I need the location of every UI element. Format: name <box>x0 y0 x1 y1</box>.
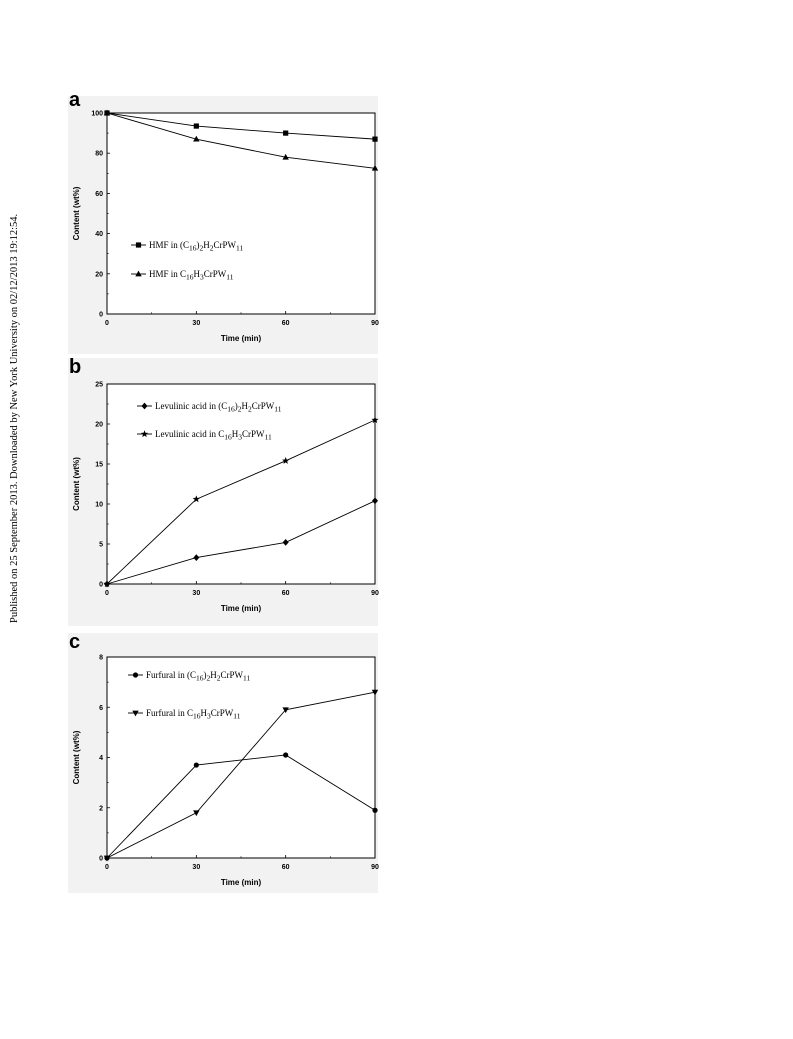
y-axis-label: Content (wt%) <box>72 730 81 784</box>
y-axis-label: Content (wt%) <box>72 186 81 240</box>
plot-area-c <box>106 656 376 859</box>
data-point-s1-90 <box>372 497 378 505</box>
plot-area-a <box>106 112 376 315</box>
x-tick-label-90: 90 <box>371 590 379 597</box>
y-tick-label-25: 25 <box>95 382 103 389</box>
y-tick-label-0: 0 <box>99 582 103 589</box>
x-tick-label-30: 30 <box>192 590 200 597</box>
data-point-s1-30 <box>193 554 200 561</box>
y-tick-label-4: 4 <box>99 755 103 762</box>
x-tick-label-90: 90 <box>371 320 379 327</box>
y-tick-label-80: 80 <box>95 151 103 158</box>
x-tick-label-60: 60 <box>282 590 290 597</box>
x-axis-label: Time (min) <box>221 604 262 613</box>
x-tick-label-0: 0 <box>105 590 109 597</box>
y-tick-label-60: 60 <box>95 191 103 198</box>
data-point-s2-90 <box>371 416 379 424</box>
data-point-s2-60 <box>282 707 289 714</box>
y-tick-label-8: 8 <box>99 655 103 662</box>
x-tick-label-60: 60 <box>282 864 290 871</box>
x-tick-label-0: 0 <box>105 864 109 871</box>
data-point-s2-90 <box>371 164 379 171</box>
legend-marker-2 <box>132 710 139 717</box>
data-point-s1-60 <box>282 539 289 546</box>
y-tick-label-20: 20 <box>95 422 103 429</box>
series-line-2 <box>106 112 376 169</box>
series-line-1 <box>106 500 376 585</box>
panel-a-label: a <box>69 89 81 111</box>
data-point-s1-30 <box>193 762 199 768</box>
y-tick-label-6: 6 <box>99 705 103 712</box>
data-point-s2-60 <box>282 153 289 160</box>
x-axis-label: Time (min) <box>221 334 262 343</box>
y-tick-label-2: 2 <box>99 805 103 812</box>
y-tick-label-40: 40 <box>95 231 103 238</box>
data-point-s2-0 <box>103 109 111 116</box>
y-tick-label-100: 100 <box>91 111 103 118</box>
data-point-s2-30 <box>193 135 200 142</box>
data-point-s1-90 <box>372 807 378 813</box>
series-line-2 <box>106 419 376 585</box>
legend-marker-2 <box>140 430 149 438</box>
data-point-s1-30 <box>193 123 199 129</box>
plot-area-b <box>106 383 376 585</box>
y-tick-label-20: 20 <box>95 271 103 278</box>
data-point-s2-90 <box>371 689 379 696</box>
legend-label-1: Levulinic acid in (C16)2H2CrPW11 <box>155 401 282 414</box>
x-tick-label-0: 0 <box>105 320 109 327</box>
y-tick-label-5: 5 <box>99 542 103 549</box>
watermark-text: Published on 25 September 2013. Download… <box>9 214 20 623</box>
legend-label-2: Levulinic acid in C16H3CrPW11 <box>155 429 272 442</box>
y-tick-label-10: 10 <box>95 502 103 509</box>
data-point-s1-60 <box>283 752 289 758</box>
data-point-s1-90 <box>372 136 378 142</box>
legend-marker-2 <box>135 270 142 277</box>
legend-label-1: HMF in (C16)2H2CrPW11 <box>149 240 243 253</box>
panel-b-label: b <box>69 356 82 378</box>
legend-label-2: HMF in C16H3CrPW11 <box>149 269 234 282</box>
legend-label-2: Furfural in C16H3CrPW11 <box>146 708 241 721</box>
data-point-s2-60 <box>282 457 290 464</box>
data-point-s2-30 <box>193 810 200 817</box>
x-axis-label: Time (min) <box>221 878 262 887</box>
series-line-1 <box>106 754 376 859</box>
series-line-2 <box>106 691 376 859</box>
series-line-1 <box>106 112 376 140</box>
panel-c-label: c <box>69 631 81 653</box>
y-tick-label-0: 0 <box>99 856 103 863</box>
y-tick-label-0: 0 <box>99 312 103 319</box>
data-point-s2-0 <box>103 855 111 862</box>
x-tick-label-90: 90 <box>371 864 379 871</box>
legend-label-1: Furfural in (C16)2H2CrPW11 <box>146 670 250 683</box>
y-axis-label: Content (wt%) <box>72 457 81 511</box>
x-tick-label-30: 30 <box>192 864 200 871</box>
data-point-s2-0 <box>103 580 111 588</box>
data-point-s1-60 <box>283 130 289 136</box>
x-tick-label-30: 30 <box>192 320 200 327</box>
data-point-s2-30 <box>192 495 200 503</box>
legend-marker-1 <box>135 242 142 248</box>
legend-marker-1 <box>141 402 148 410</box>
y-tick-label-15: 15 <box>95 462 103 469</box>
legend-marker-1 <box>132 672 139 678</box>
x-tick-label-60: 60 <box>282 320 290 327</box>
